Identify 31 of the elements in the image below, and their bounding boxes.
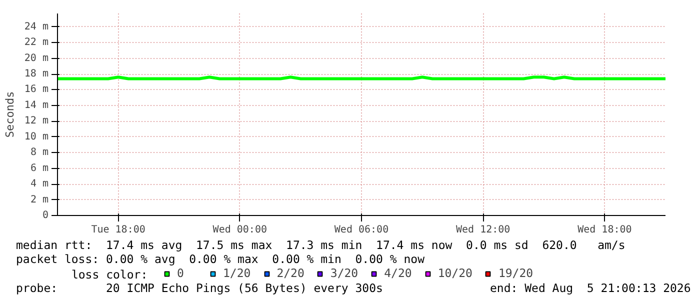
y-tick-label: 20 m [24,52,49,64]
y-tick-label: 10 m [24,131,49,142]
y-tick-label: 14 m [24,100,49,111]
y-tick-label: 22 m [24,37,49,48]
y-tick-label: 8 m [30,147,48,158]
y-axis-title: Seconds [3,91,16,138]
y-tick-label: 2 m [30,194,48,206]
x-tick-label: Wed 18:00 [578,224,632,236]
legend-label: 2/20 [276,266,304,280]
legend-title: loss color: [71,268,148,282]
y-tick-label: 0 [42,210,49,221]
y-tick-label: 12 m [24,116,49,127]
text: probe: 20 ICMP Echo Pings (56 Bytes) every 300s [16,281,383,295]
legend-label: 0 [177,266,185,280]
legend-label: 3/20 [330,266,358,280]
legend-label: 10/20 [438,266,472,280]
y-tick-label: 18 m [24,68,49,80]
x-tick-label: Wed 00:00 [212,224,267,236]
y-tick-label: 6 m [30,162,48,174]
y-tick-label: 24 m [24,21,49,32]
text: end: Wed Aug 5 21:00:13 2026 [490,281,691,295]
legend-label: 1/20 [223,266,251,280]
legend-label: 4/20 [384,266,412,280]
text: packet loss: 0.00 % avg 0.00 % max 0.00 % min 0.00 % now [16,252,424,266]
x-tick-label: Tue 18:00 [91,224,146,236]
y-tick-label: 4 m [30,178,48,190]
legend-label: 19/20 [498,266,534,280]
y-tick-label: 16 m [24,84,49,96]
x-tick-label: Wed 06:00 [334,224,389,236]
text: median rtt: 17.4 ms avg 17.5 ms max 17.3 ms min 17.4 ms now 0.0 ms sd 620.0 am/s [16,238,626,252]
x-tick-label: Wed 12:00 [456,224,510,236]
